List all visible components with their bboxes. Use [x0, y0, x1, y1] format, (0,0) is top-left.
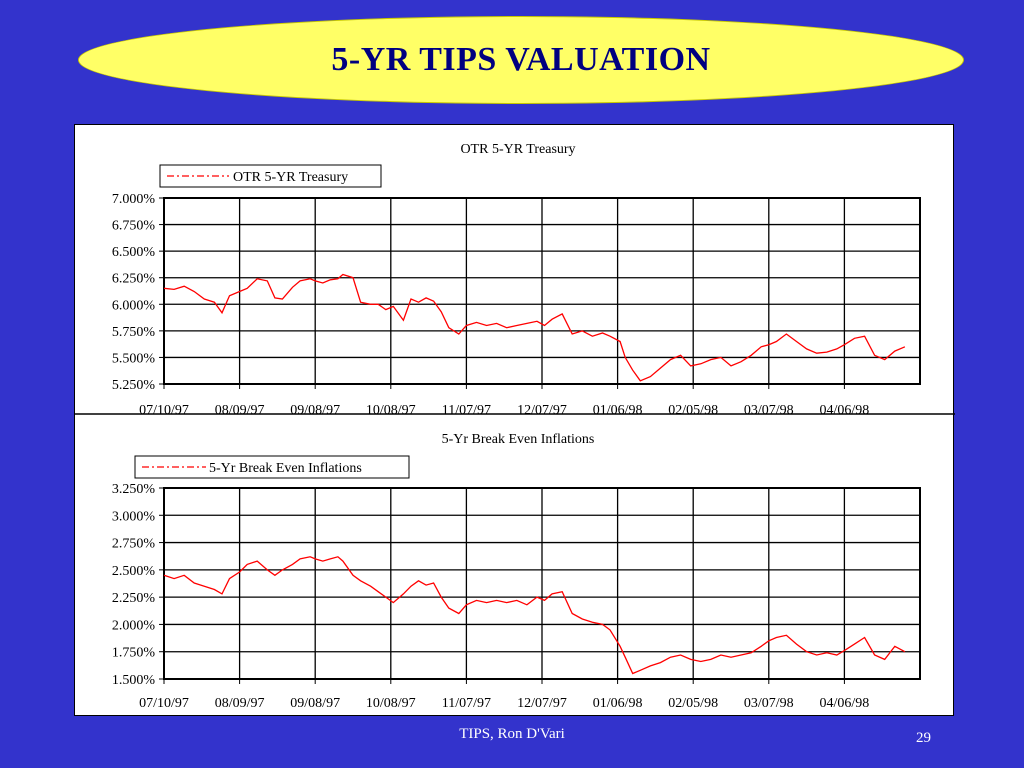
- chart-frame: OTR 5-YR Treasury OTR 5-YR Treasury 7.00…: [74, 124, 955, 716]
- y-tick-label: 6.750%: [112, 219, 156, 234]
- x-tick-label: 03/07/98: [744, 403, 794, 418]
- x-tick-label: 10/08/97: [366, 696, 416, 711]
- y-tick-label: 1.500%: [112, 673, 156, 688]
- series-line: [163, 273, 906, 382]
- y-tick-labels: 7.000% 6.750% 6.500% 6.250% 6.000% 5.750% 5.50…: [112, 192, 156, 393]
- legend-label: OTR 5-YR Treasury: [233, 170, 348, 185]
- x-tick-label: 02/05/98: [668, 696, 718, 711]
- charts-svg: OTR 5-YR Treasury OTR 5-YR Treasury 7.00…: [75, 142, 955, 711]
- page-number: 29: [916, 730, 931, 746]
- chart-title: OTR 5-YR Treasury: [460, 142, 575, 157]
- y-tick-label: 2.750%: [112, 537, 156, 552]
- y-tick-label: 5.500%: [112, 351, 156, 366]
- y-tick-label: 2.000%: [112, 618, 156, 633]
- y-tick-label: 5.250%: [112, 378, 156, 393]
- x-tick-label: 01/06/98: [593, 403, 643, 418]
- x-tick-label: 04/06/98: [820, 403, 870, 418]
- x-tick-label: 09/08/97: [290, 696, 340, 711]
- x-tick-label: 08/09/97: [215, 696, 265, 711]
- chart-title: 5-Yr Break Even Inflations: [442, 432, 595, 447]
- x-tick-label: 11/07/97: [442, 403, 491, 418]
- chart-breakeven: 5-Yr Break Even Inflations 5-Yr Break Ev…: [112, 432, 921, 711]
- x-tick-label: 11/07/97: [442, 696, 491, 711]
- x-tick-label: 01/06/98: [593, 696, 643, 711]
- title-banner: 5-YR TIPS VALUATION: [78, 16, 964, 104]
- y-tick-label: 5.750%: [112, 325, 156, 340]
- footer-text: TIPS, Ron D'Vari: [459, 726, 565, 742]
- y-tick-label: 1.750%: [112, 646, 156, 661]
- x-tick-label: 12/07/97: [517, 403, 567, 418]
- x-tick-label: 08/09/97: [215, 403, 265, 418]
- y-tick-label: 2.500%: [112, 564, 156, 579]
- slide-title: 5-YR TIPS VALUATION: [331, 41, 711, 78]
- x-tick-label: 03/07/98: [744, 696, 794, 711]
- grid: [159, 197, 921, 389]
- y-tick-label: 6.250%: [112, 272, 156, 287]
- x-tick-label: 09/08/97: [290, 403, 340, 418]
- x-tick-labels: 07/10/97 08/09/97 09/08/97 10/08/97 11/07/97…: [139, 403, 869, 418]
- y-tick-label: 6.500%: [112, 245, 156, 260]
- chart-treasury: OTR 5-YR Treasury OTR 5-YR Treasury 7.00…: [112, 142, 921, 418]
- grid: [159, 487, 921, 684]
- y-tick-label: 3.000%: [112, 509, 156, 524]
- x-tick-label: 02/05/98: [668, 403, 718, 418]
- x-tick-label: 10/08/97: [366, 403, 416, 418]
- y-tick-label: 3.250%: [112, 482, 156, 497]
- x-tick-label: 04/06/98: [820, 696, 870, 711]
- legend-label: 5-Yr Break Even Inflations: [209, 461, 362, 476]
- legend-box: [159, 164, 382, 188]
- x-tick-labels: 07/10/97 08/09/97 09/08/97 10/08/97 11/07/97…: [139, 696, 869, 711]
- series-line: [163, 556, 906, 675]
- y-tick-labels: 3.250% 3.000% 2.750% 2.500% 2.250% 2.000% 1.75…: [112, 482, 156, 688]
- x-tick-label: 12/07/97: [517, 696, 567, 711]
- y-tick-label: 2.250%: [112, 591, 156, 606]
- y-tick-label: 6.000%: [112, 298, 156, 313]
- y-tick-label: 7.000%: [112, 192, 156, 207]
- x-tick-label: 07/10/97: [139, 696, 189, 711]
- x-tick-label: 07/10/97: [139, 403, 189, 418]
- legend-box: [134, 455, 410, 479]
